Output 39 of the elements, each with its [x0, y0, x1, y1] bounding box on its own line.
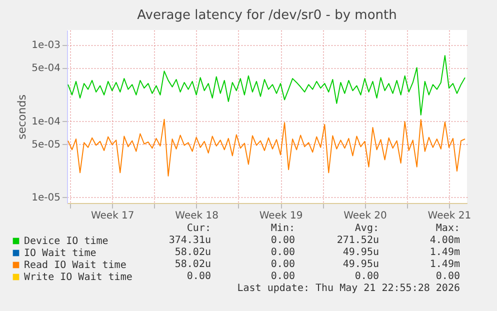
legend-label: Read IO Wait time: [24, 260, 126, 271]
text: Last update: Thu May 21 22:55:28 2026: [237, 283, 460, 294]
text: 271.52u: [336, 235, 379, 246]
text: Min:: [270, 223, 295, 234]
y-tick-label: 5e-04: [32, 63, 60, 74]
line-series: [68, 118, 466, 176]
text: 49.95u: [342, 259, 379, 270]
text: 58.02u: [174, 247, 211, 258]
text: 0.00: [270, 271, 295, 282]
legend-label: IO Wait time: [24, 248, 96, 259]
y-tick-label: 1e-05: [32, 192, 60, 204]
legend-label: Write IO Wait time: [24, 272, 132, 283]
y-tick-label: 1e-03: [32, 40, 60, 52]
x-tick-label: Week 20: [344, 210, 387, 222]
y-axis-title: seconds: [16, 94, 29, 140]
text: 0.00: [270, 235, 295, 246]
line-series: [68, 55, 466, 116]
chart-title: Average latency for /dev/sr0 - by month: [137, 8, 397, 23]
text: 0.00: [186, 271, 211, 282]
text: Max:: [436, 223, 460, 234]
text: 58.02u: [174, 259, 211, 270]
y-tick-label: 5e-05: [32, 139, 60, 150]
text: 4.00m: [430, 235, 460, 246]
x-tick-label: Week 18: [175, 210, 218, 222]
x-tick-label: Week 21: [428, 210, 472, 222]
legend-label: Device IO time: [24, 236, 108, 247]
text: 374.31u: [168, 235, 211, 246]
text: 1.49m: [430, 247, 460, 258]
text: Avg:: [354, 223, 379, 234]
text: 0.00: [354, 271, 379, 282]
text: 0.00: [270, 247, 295, 258]
x-tick-label: Week 19: [259, 210, 303, 222]
text: 49.95u: [342, 247, 379, 258]
text: Cur:: [186, 223, 211, 234]
text: 1.49m: [430, 259, 460, 270]
text: 0.00: [436, 271, 460, 282]
x-tick-label: Week 17: [90, 210, 134, 222]
text: 0.00: [270, 259, 295, 270]
y-tick-label: 1e-04: [32, 116, 60, 128]
